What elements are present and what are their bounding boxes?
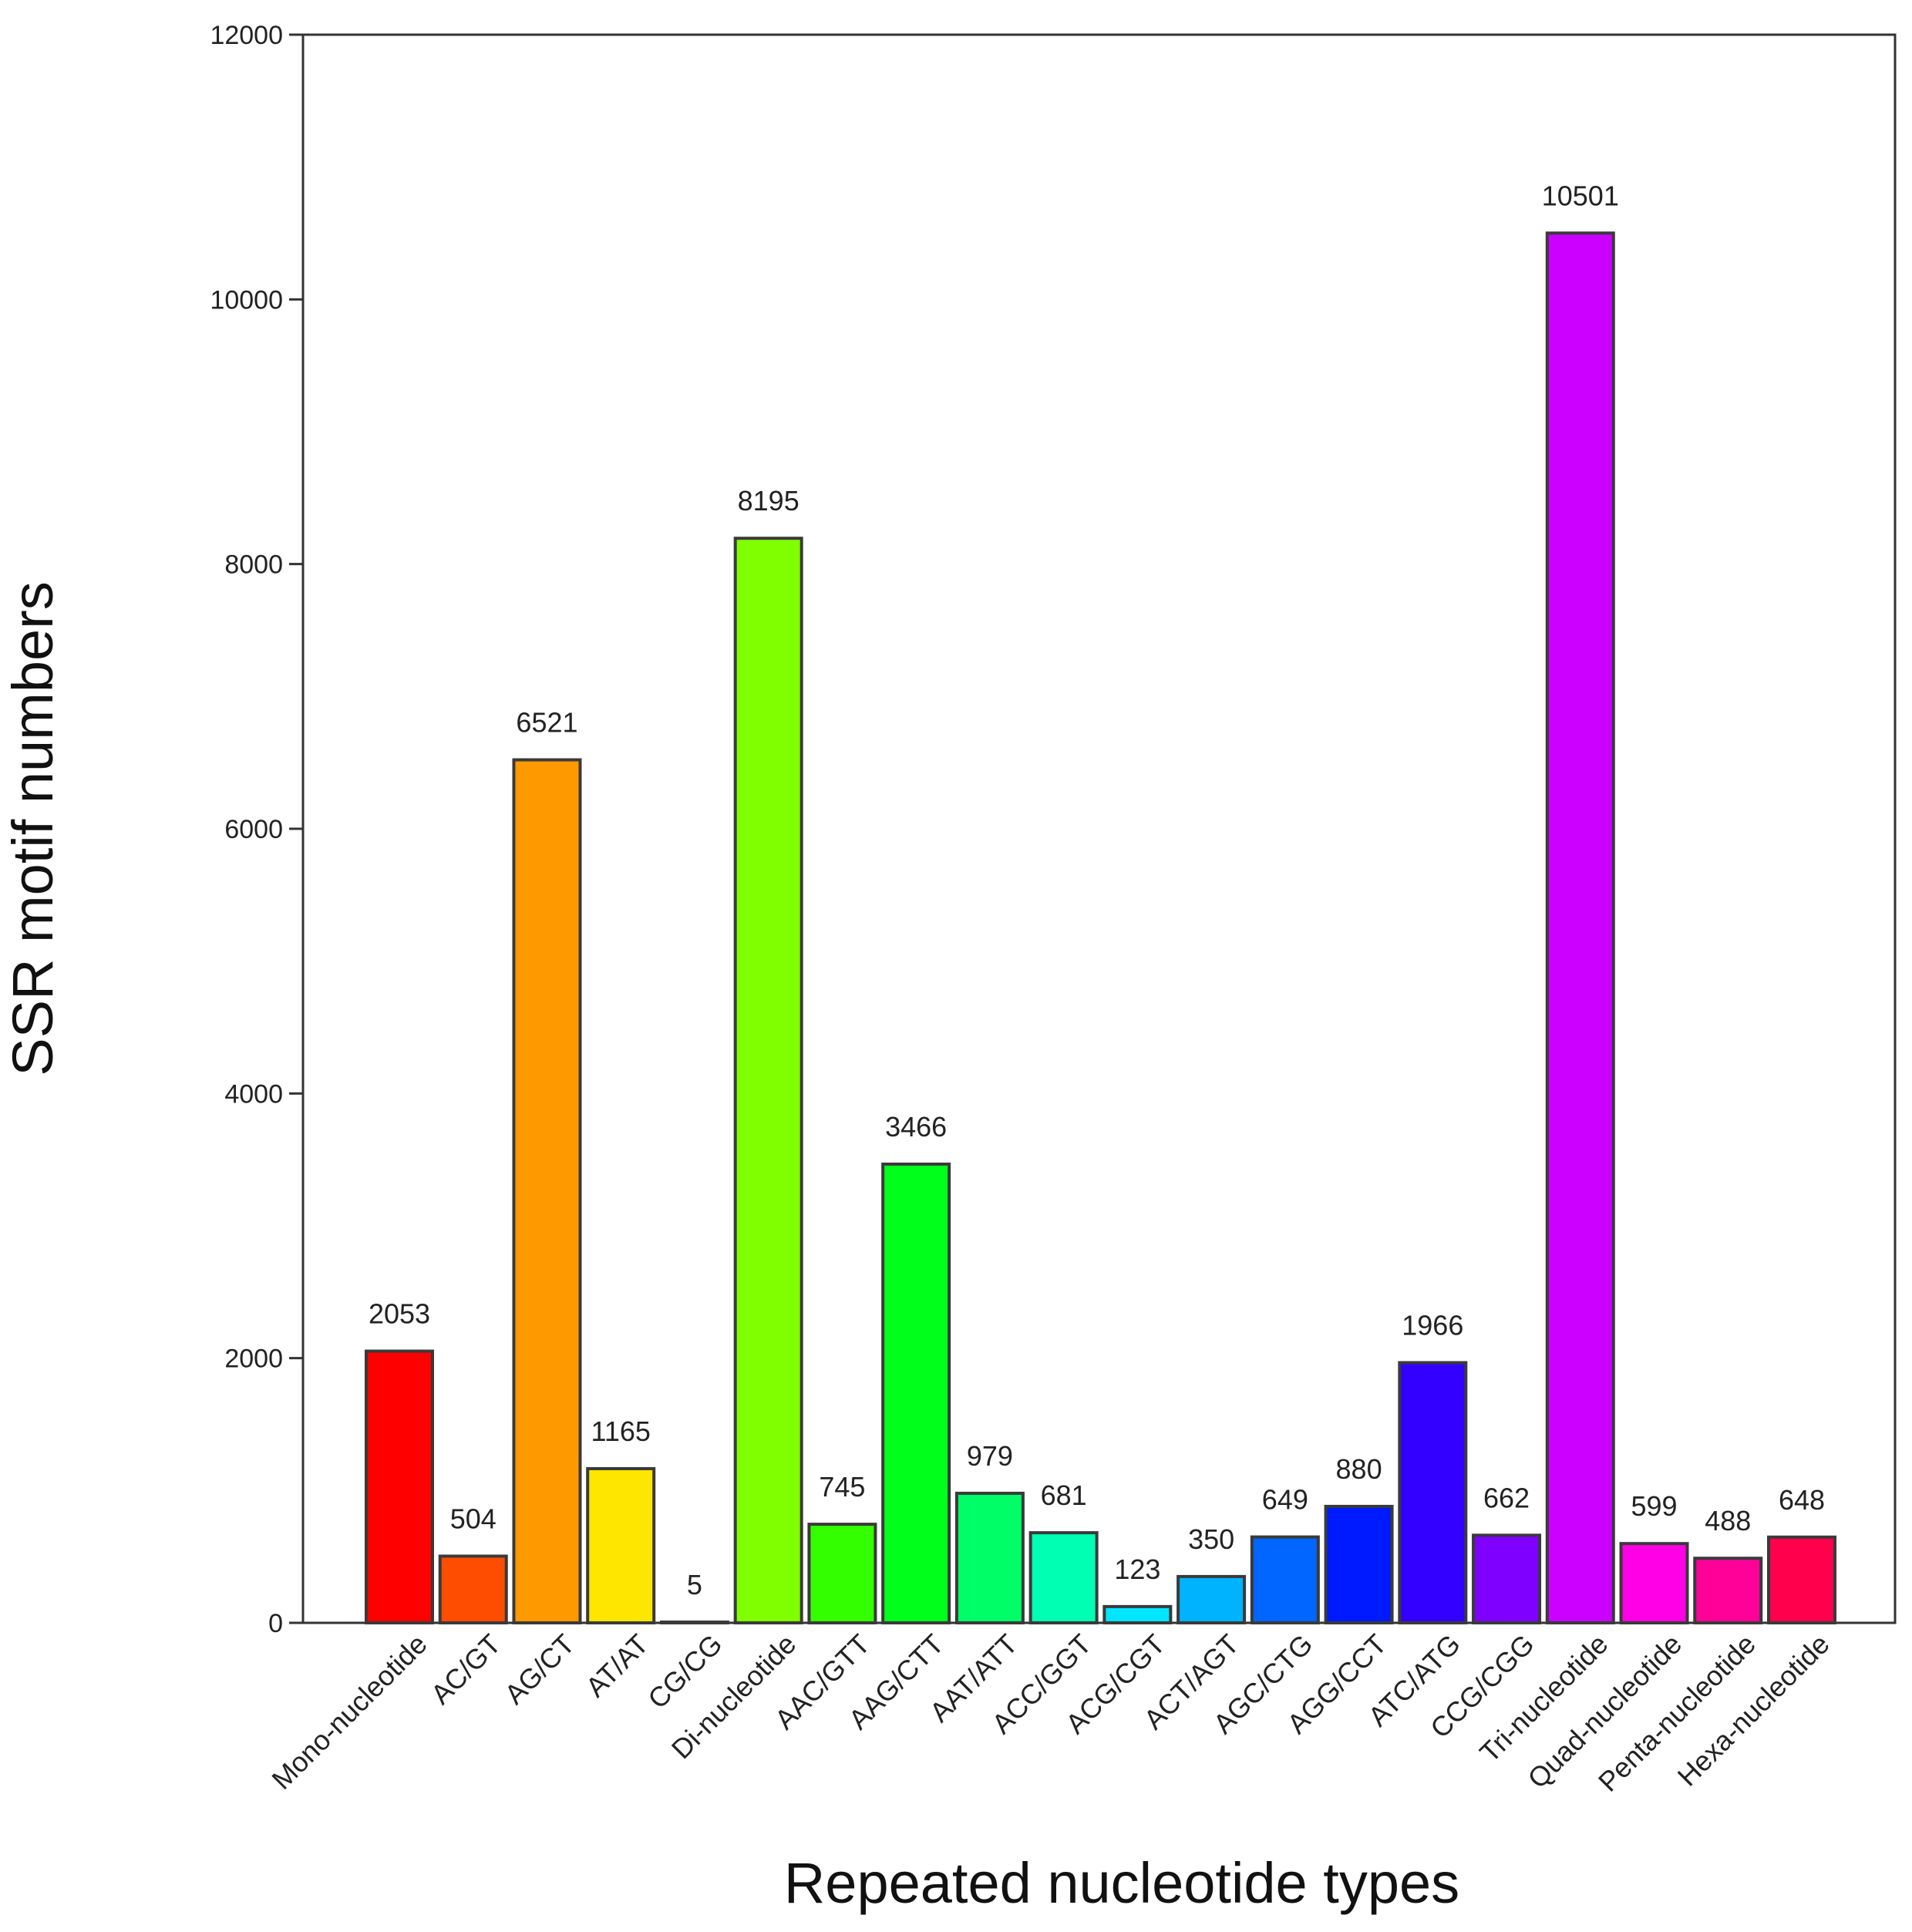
data-label: 1966 [1402, 1310, 1463, 1341]
data-label: 662 [1483, 1482, 1530, 1513]
x-tick-label: AG/CT [498, 1628, 581, 1711]
x-axis-title: Repeated nucleotide types [784, 1851, 1459, 1915]
bar [1619, 1542, 1689, 1624]
y-tick-label: 2000 [224, 1345, 283, 1374]
bar [1324, 1504, 1394, 1625]
x-tick-label: Tri-nucleotide [1473, 1628, 1614, 1769]
y-axis-title: SSR motif numbers [1, 581, 65, 1076]
bar [1398, 1361, 1468, 1624]
bar [438, 1554, 508, 1624]
y-tick-label: 6000 [224, 815, 283, 844]
data-label: 880 [1336, 1453, 1382, 1485]
data-label: 6521 [516, 707, 577, 739]
bar [1176, 1574, 1247, 1624]
y-tick-label: 4000 [224, 1079, 283, 1109]
data-label: 350 [1188, 1523, 1234, 1555]
data-label: 123 [1114, 1553, 1160, 1585]
data-label: 979 [967, 1440, 1013, 1472]
data-label: 10501 [1542, 180, 1619, 211]
bar-series [365, 231, 1836, 1625]
bar [1102, 1604, 1173, 1625]
data-label: 488 [1705, 1505, 1751, 1537]
y-tick-label: 10000 [210, 285, 283, 315]
bar [365, 1349, 434, 1625]
x-tick-label: AC/GT [425, 1628, 507, 1711]
bar [1693, 1557, 1763, 1625]
data-label: 745 [819, 1471, 865, 1503]
bar [586, 1467, 656, 1624]
bar [733, 537, 803, 1624]
data-label: 599 [1631, 1490, 1677, 1522]
y-tick-label: 12000 [210, 21, 283, 50]
bar [954, 1491, 1025, 1625]
data-label: 2053 [369, 1298, 430, 1330]
bar [1767, 1535, 1836, 1625]
y-tick-label: 0 [268, 1609, 283, 1638]
bar [1472, 1533, 1542, 1625]
data-label: 504 [450, 1503, 497, 1534]
data-label: 648 [1779, 1484, 1825, 1516]
bar [881, 1163, 951, 1624]
data-label: 681 [1041, 1479, 1087, 1511]
x-axis-tick-labels: Mono-nucleotideAC/GTAG/CTAT/ATCG/CGDi-nu… [265, 1628, 1835, 1798]
data-label: 8195 [738, 485, 799, 517]
bar [1545, 231, 1615, 1624]
bar [1250, 1535, 1320, 1625]
data-labels: 2053 504 6521 1165 5 8195 745 3466 979 681 123 350 6… [369, 180, 1825, 1600]
data-label: 3466 [885, 1111, 947, 1143]
data-label: 5 [687, 1569, 702, 1600]
x-tick-label: Mono-nucleotide [265, 1628, 433, 1796]
data-label: 649 [1262, 1484, 1308, 1516]
bar [659, 1621, 729, 1624]
data-label: 1165 [591, 1415, 650, 1447]
y-axis-ticks: 0 2000 4000 6000 8000 10000 12000 [210, 21, 303, 1638]
y-tick-label: 8000 [224, 550, 283, 580]
bar [1028, 1531, 1099, 1624]
bar [512, 758, 582, 1624]
bar [807, 1523, 877, 1624]
